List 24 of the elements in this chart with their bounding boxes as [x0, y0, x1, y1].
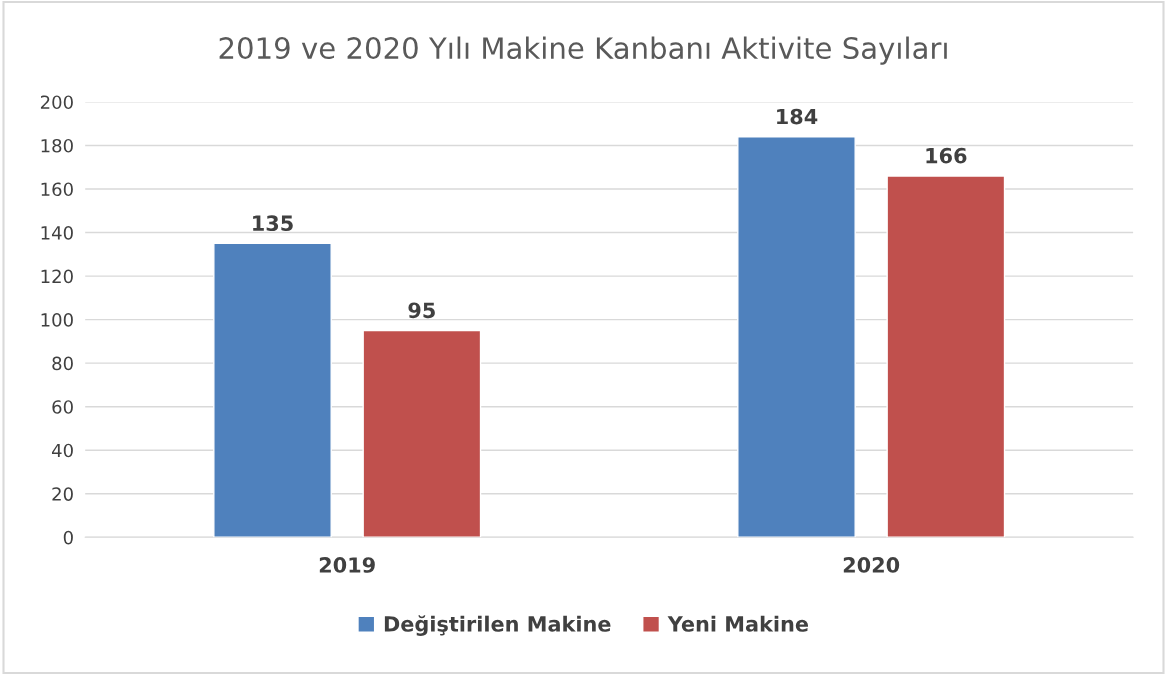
y-tick-label: 40: [51, 443, 73, 458]
y-tick-label: 60: [52, 400, 73, 414]
data-label: 95: [408, 302, 435, 319]
legend-label: Değiştirilen Makine: [384, 615, 611, 636]
bar: [213, 242, 332, 538]
y-tick-label: 120: [41, 269, 73, 284]
y-tick-label: 140: [41, 226, 73, 240]
y-tick-label: 180: [41, 138, 73, 153]
bar: [886, 175, 1006, 538]
y-tick-label: 160: [41, 182, 73, 197]
data-label: 135: [253, 215, 293, 232]
data-label: 184: [777, 108, 818, 125]
y-tick-label: 200: [40, 95, 73, 110]
chart-title: 2019 ve 2020 Yılı Makine Kanbanı Aktivite Sayıları: [219, 36, 947, 65]
bar: [737, 136, 856, 538]
bar: [362, 329, 482, 538]
y-tick-label: 80: [52, 356, 73, 371]
y-tick-label: 0: [63, 530, 73, 545]
y-tick-label: 20: [52, 487, 73, 501]
x-tick-label: 2019: [319, 557, 375, 573]
y-tick-label: 100: [41, 313, 73, 327]
legend-label: Yeni Makine: [667, 615, 809, 632]
data-label: 166: [926, 147, 967, 164]
x-tick-label: 2020: [843, 557, 900, 573]
